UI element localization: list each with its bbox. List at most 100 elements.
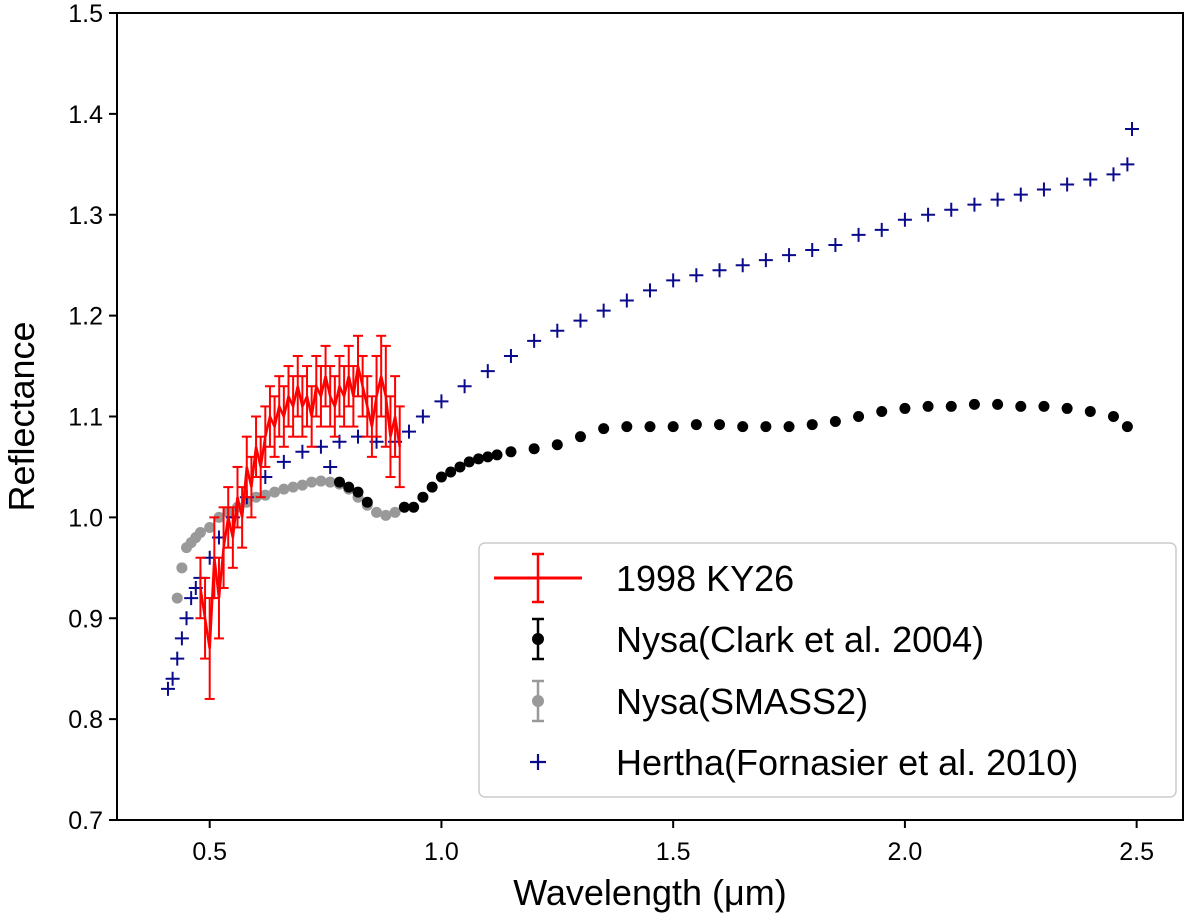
- data-point: [714, 419, 726, 431]
- data-point: [899, 402, 911, 414]
- data-point: [897, 212, 912, 227]
- data-point: [204, 521, 216, 533]
- data-point: [806, 419, 818, 431]
- data-point: [482, 451, 494, 463]
- data-point: [596, 303, 611, 318]
- data-point: [426, 481, 438, 493]
- data-point: [171, 592, 183, 604]
- data-point: [783, 421, 795, 433]
- data-point: [1106, 167, 1121, 182]
- legend: 1998 KY26 Nysa(Clark et al. 2004) Nysa(SMA…: [478, 542, 1177, 798]
- legend-label: 1998 KY26: [616, 558, 794, 599]
- data-point: [990, 192, 1005, 207]
- data-point: [853, 411, 865, 422]
- data-point: [361, 496, 373, 508]
- data-point: [417, 491, 429, 503]
- x-tick-label: 2.5: [1119, 838, 1154, 866]
- data-point: [170, 651, 185, 666]
- series-1: [333, 398, 1133, 513]
- y-tick-label: 1.4: [68, 101, 103, 129]
- legend-label: Nysa(SMASS2): [616, 681, 868, 722]
- data-point: [528, 443, 540, 455]
- data-point: [287, 481, 299, 493]
- data-point: [921, 207, 936, 222]
- y-tick-label: 1.1: [68, 404, 103, 432]
- data-point: [194, 527, 206, 539]
- data-point: [690, 419, 702, 431]
- data-point: [1120, 157, 1135, 172]
- data-point: [1036, 182, 1051, 197]
- data-point: [408, 501, 420, 513]
- data-point: [1084, 405, 1096, 417]
- data-point: [401, 424, 416, 439]
- data-point: [505, 446, 517, 458]
- data-point: [598, 423, 610, 435]
- data-point: [269, 486, 281, 498]
- y-axis-label: Reflectance: [1, 321, 42, 511]
- series-0: [195, 334, 405, 700]
- data-point: [323, 459, 338, 474]
- data-point: [333, 476, 345, 488]
- data-point: [324, 476, 336, 488]
- data-point: [184, 591, 199, 606]
- y-tick-label: 1.2: [68, 303, 103, 331]
- data-point: [371, 506, 383, 518]
- x-tick-label: 1.0: [424, 838, 459, 866]
- axes-layer: 0.5 1.0 1.5 2.0 2.5 0.7 0.8 0.9 1.0 1.1 1.2 1.3 1.4 1…: [68, 0, 1154, 866]
- legend-marker-icon: [532, 695, 544, 707]
- data-point: [876, 405, 888, 417]
- legend-item-3: Hertha(Fornasier et al. 2010): [530, 742, 1078, 783]
- data-point: [278, 483, 290, 495]
- data-point: [179, 611, 194, 626]
- data-point: [621, 421, 633, 433]
- data-point: [491, 449, 503, 461]
- data-point: [352, 486, 364, 498]
- data-point: [574, 431, 586, 443]
- data-point: [454, 461, 466, 473]
- data-point: [315, 475, 327, 487]
- data-point: [445, 466, 457, 478]
- x-axis-label: Wavelength (μm): [513, 872, 786, 913]
- y-tick-label: 0.8: [68, 706, 103, 734]
- data-point: [760, 421, 772, 433]
- data-point: [550, 323, 565, 338]
- data-point: [805, 243, 820, 258]
- data-point: [165, 671, 180, 686]
- data-point: [1038, 400, 1050, 412]
- data-point: [174, 631, 189, 646]
- data-point: [457, 379, 472, 394]
- data-point: [573, 313, 588, 328]
- data-point: [527, 333, 542, 348]
- x-tick-label: 1.5: [656, 838, 691, 866]
- data-point: [295, 444, 310, 459]
- data-point: [944, 202, 959, 217]
- data-point: [851, 227, 866, 242]
- data-point: [306, 476, 318, 488]
- legend-marker-icon: [532, 633, 544, 645]
- data-point: [1125, 122, 1140, 137]
- y-tick-label: 1.3: [68, 202, 103, 230]
- data-point: [463, 456, 475, 468]
- data-point: [176, 562, 188, 574]
- series-layer: [160, 122, 1140, 700]
- series-2: [171, 475, 410, 604]
- data-point: [737, 421, 749, 433]
- data-point: [829, 416, 841, 428]
- data-point: [782, 248, 797, 263]
- data-point: [380, 509, 392, 521]
- data-point: [874, 222, 889, 237]
- legend-item-1: Nysa(Clark et al. 2004): [532, 617, 984, 661]
- data-point: [666, 273, 681, 288]
- data-point: [551, 439, 563, 451]
- legend-item-2: Nysa(SMASS2): [532, 679, 868, 723]
- data-point: [1015, 400, 1027, 412]
- data-point: [922, 400, 934, 412]
- legend-plus-icon: [530, 754, 546, 770]
- y-tick-label: 1.0: [68, 504, 103, 532]
- y-tick-label: 0.7: [68, 807, 103, 835]
- y-tick-label: 0.9: [68, 605, 103, 633]
- data-point: [992, 398, 1004, 410]
- data-point: [473, 453, 485, 465]
- data-point: [667, 421, 679, 433]
